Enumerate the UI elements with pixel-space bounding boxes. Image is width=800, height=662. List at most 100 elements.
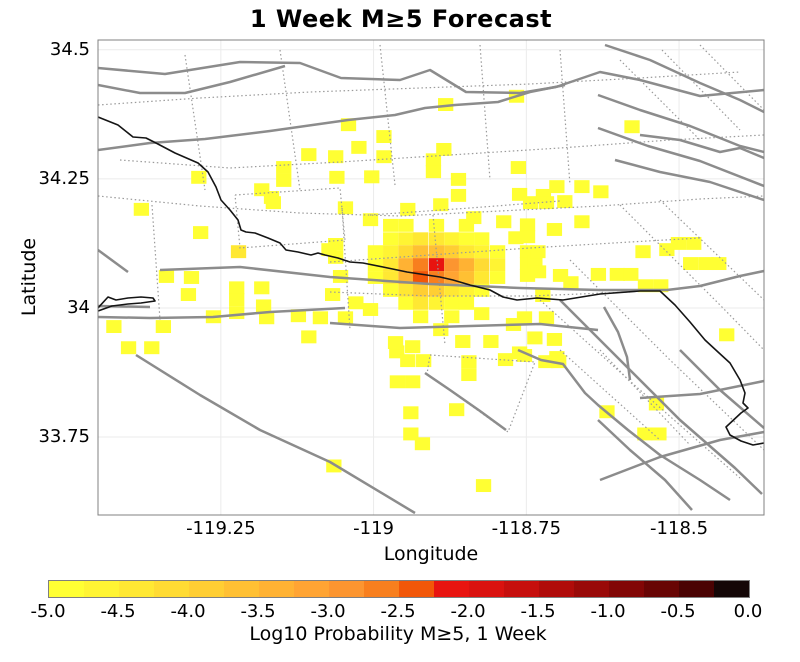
plot-border	[97, 39, 765, 516]
heatmap-cell	[425, 153, 442, 167]
fault-line	[159, 265, 764, 292]
coastlines	[98, 116, 764, 446]
colorbar-tick-label: -2.5	[380, 601, 416, 622]
x-tick-label: -119	[353, 518, 394, 539]
heatmap-cell	[337, 311, 354, 325]
colorbar-segment	[189, 581, 224, 597]
heatmap-cell	[328, 150, 344, 164]
heatmap-cell	[511, 346, 528, 360]
colorbar-segment	[49, 581, 84, 597]
heatmap-cell	[428, 218, 445, 232]
colorbar-tick-label: -0.5	[660, 601, 696, 622]
heatmap-cell	[155, 320, 172, 334]
fault-line	[517, 348, 731, 502]
heatmap-cell	[483, 335, 499, 348]
heatmap-cell	[444, 283, 460, 297]
fault-line	[679, 349, 764, 429]
colorbar-segment	[504, 581, 539, 597]
heatmap-cell	[458, 258, 475, 272]
heatmap-cell	[329, 170, 345, 184]
fault-line	[599, 349, 691, 446]
heatmap-cell	[400, 354, 416, 368]
heatmap-cell	[438, 98, 454, 111]
fault-line	[329, 237, 701, 263]
colorbar-segment	[119, 581, 154, 597]
colorbar-segment	[574, 581, 609, 597]
heatmap-cell	[574, 215, 590, 229]
fault-line	[98, 304, 151, 309]
heatmap-cell	[637, 427, 653, 441]
colorbar-segment	[329, 581, 364, 597]
x-tick-label: -119.25	[186, 518, 256, 539]
colorbar-tick-label: -2.0	[450, 601, 486, 622]
heatmap-cell	[538, 311, 555, 325]
heatmap-cell	[403, 406, 419, 420]
fault-line	[597, 93, 764, 154]
heatmap-cell	[546, 223, 563, 236]
colorbar-segment	[714, 581, 749, 597]
fault-line	[98, 83, 566, 152]
heatmap-cell	[698, 257, 714, 271]
coastline	[98, 116, 764, 446]
heatmap-cell	[489, 245, 506, 259]
heatmap-cell	[398, 258, 414, 272]
colorbar-segment	[469, 581, 504, 597]
heatmap-cell	[593, 185, 609, 199]
heatmap-cell	[265, 196, 281, 210]
heatmap-cell	[711, 257, 727, 271]
heatmap-cell	[276, 173, 292, 187]
heatmap-cell	[428, 271, 445, 284]
fault-line	[559, 349, 661, 441]
x-tick-label: -118.5	[650, 518, 709, 539]
heatmap-cell	[425, 165, 442, 179]
heatmap-cell	[458, 232, 475, 246]
colorbar-segment	[84, 581, 119, 597]
heatmap-cell	[683, 257, 699, 271]
heatmap-cell	[376, 130, 392, 144]
heatmap-cell	[254, 281, 270, 295]
y-tick-label: 33.75	[38, 426, 90, 448]
fault-line	[659, 199, 764, 301]
heatmap-cell	[328, 238, 344, 251]
heatmap-cell	[458, 218, 475, 232]
heatmap-cell	[367, 271, 384, 284]
heatmap-cell	[301, 330, 317, 344]
heatmap-cell	[383, 245, 399, 259]
heatmap-cell	[324, 288, 341, 301]
heatmap-cell	[229, 293, 245, 307]
heatmap-cell	[510, 161, 527, 174]
heatmap-cell	[519, 218, 536, 232]
colorbar-segment	[259, 581, 294, 597]
heatmap-cell	[549, 180, 565, 194]
heatmap-cell	[461, 355, 477, 369]
heatmap-cell	[527, 331, 543, 345]
heatmap-cell	[133, 202, 150, 216]
fault-line	[151, 204, 161, 321]
heatmap-cell	[362, 213, 379, 227]
heatmap-cell	[508, 231, 524, 245]
heatmap-cell	[530, 265, 547, 279]
heatmap-cell	[412, 283, 429, 297]
colorbar-segment	[679, 581, 714, 597]
heatmap-cell	[623, 267, 639, 281]
colorbar-segment	[294, 581, 329, 597]
heatmap-cell	[229, 281, 245, 295]
heatmap-cell	[398, 232, 414, 246]
fault-lines-solid	[98, 43, 764, 515]
fault-line	[597, 419, 693, 511]
heatmap-cell	[276, 161, 292, 174]
heatmap-cell	[444, 258, 460, 272]
heatmap-cell	[436, 143, 452, 156]
heatmap-cell	[106, 320, 122, 334]
heatmap-cell	[398, 283, 414, 297]
fault-line	[604, 43, 764, 114]
heatmap-cell	[458, 271, 475, 284]
heatmap-cell	[444, 232, 460, 246]
colorbar-tick-label: -1.0	[590, 601, 626, 622]
heatmap-cell	[546, 333, 563, 346]
fault-line	[432, 214, 446, 346]
heatmap-cell	[497, 353, 514, 367]
fault-line	[426, 354, 536, 433]
